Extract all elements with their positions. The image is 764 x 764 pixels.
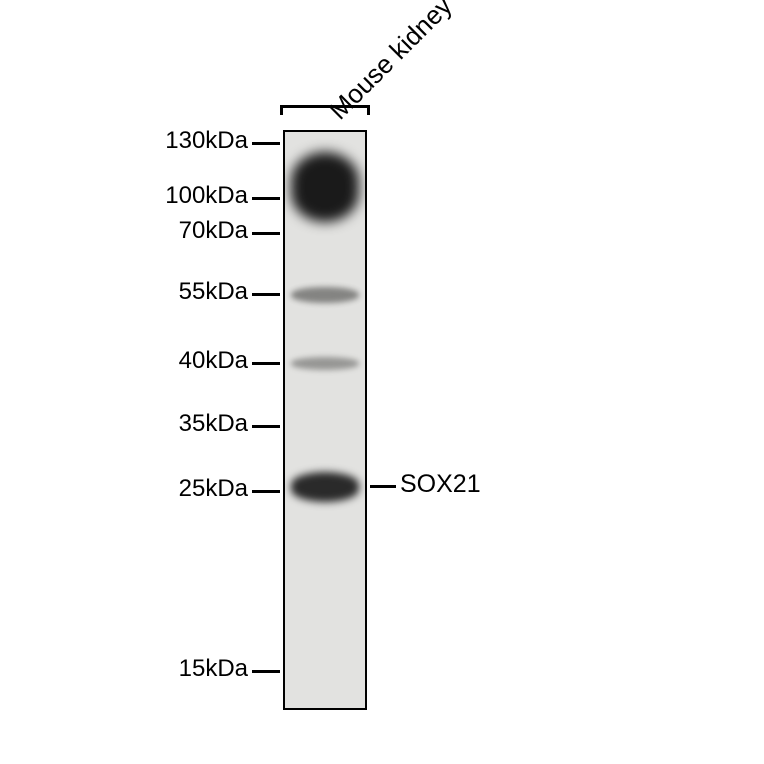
band-2 xyxy=(291,357,358,370)
lane-bracket xyxy=(280,105,370,108)
marker-label: 130kDa xyxy=(165,127,248,155)
marker-tick xyxy=(252,425,280,428)
marker-tick xyxy=(252,490,280,493)
target-tick xyxy=(370,485,396,488)
marker-tick xyxy=(252,232,280,235)
blot-figure: Mouse kidney 130kDa 100kDa 70kDa 55kDa 4… xyxy=(0,0,764,764)
marker-tick xyxy=(252,142,280,145)
marker-label: 40kDa xyxy=(179,347,248,375)
target-label: SOX21 xyxy=(400,470,481,499)
blot-lane xyxy=(283,130,367,710)
marker-label: 35kDa xyxy=(179,410,248,438)
marker-label: 70kDa xyxy=(179,217,248,245)
band-0 xyxy=(291,152,358,222)
marker-tick xyxy=(252,293,280,296)
band-3 xyxy=(291,472,358,502)
band-1 xyxy=(291,287,358,303)
marker-label: 100kDa xyxy=(165,182,248,210)
marker-label: 15kDa xyxy=(179,655,248,683)
marker-label: 25kDa xyxy=(179,475,248,503)
marker-tick xyxy=(252,670,280,673)
marker-tick xyxy=(252,197,280,200)
marker-label: 55kDa xyxy=(179,278,248,306)
marker-tick xyxy=(252,362,280,365)
